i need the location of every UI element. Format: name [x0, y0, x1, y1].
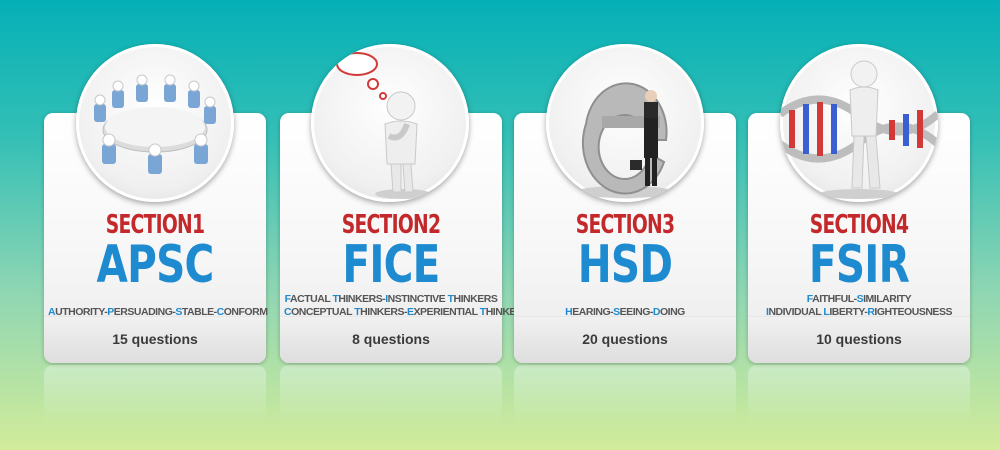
card-reflection: [514, 365, 736, 425]
card-reflection: [280, 365, 502, 425]
section-description: Authority-Persuading-Stable-Conform: [48, 306, 268, 319]
card-reflection: [748, 365, 970, 425]
question-count: 15 questions: [112, 331, 198, 347]
section-code: APSC: [96, 235, 215, 295]
round-table-meeting-icon: [76, 44, 234, 202]
thinking-person-icon: [311, 44, 469, 202]
question-count: 20 questions: [582, 331, 668, 347]
section-label: SECTION2: [341, 210, 441, 240]
dna-helix-figure-icon: [780, 44, 938, 202]
section-label: SECTION4: [809, 210, 909, 240]
section-description: Hearing-Seeing-Doing: [518, 306, 732, 319]
card-footer: [280, 316, 502, 363]
description-line: Faithful-Similarity: [806, 293, 912, 305]
section-label: SECTION1: [105, 210, 205, 240]
description-line: Authority-Persuading-Stable-Conform: [48, 306, 268, 318]
card-reflection: [44, 365, 266, 425]
card-footer: [514, 316, 736, 363]
question-count: 8 questions: [352, 331, 430, 347]
description-line: Hearing-Seeing-Doing: [565, 306, 685, 318]
section-code: FICE: [342, 235, 440, 295]
section-code: FSIR: [808, 235, 910, 295]
section-description: Factual Thinkers-Instinctive Thinkers Co…: [284, 293, 530, 319]
card-footer: [748, 316, 970, 363]
question-count: 10 questions: [816, 331, 902, 347]
description-line: Conceptual Thinkers-Experiential Thinker…: [284, 306, 530, 318]
card-footer: [44, 316, 266, 363]
section-description: Faithful-Similarity Individual Liberty-R…: [752, 293, 966, 319]
description-line: Factual Thinkers-Instinctive Thinkers: [284, 293, 498, 305]
section-card-4[interactable]: SECTION4 FSIR Faithful-Similarity Indivi…: [748, 113, 970, 363]
e-letter-businessman-icon: [546, 44, 704, 202]
description-line: Individual Liberty-Righteousness: [766, 306, 952, 318]
section-label: SECTION3: [575, 210, 675, 240]
section-code: HSD: [577, 235, 673, 295]
